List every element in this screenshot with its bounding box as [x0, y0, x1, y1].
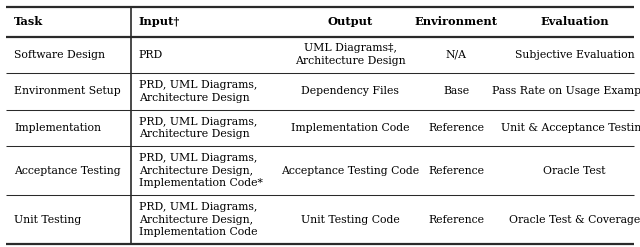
Text: UML Diagrams‡,
Architecture Design: UML Diagrams‡, Architecture Design — [295, 43, 406, 66]
Text: Base: Base — [443, 86, 469, 96]
Text: Environment: Environment — [415, 17, 497, 27]
Text: PRD, UML Diagrams,
Architecture Design: PRD, UML Diagrams, Architecture Design — [139, 117, 257, 139]
Text: Unit Testing: Unit Testing — [14, 215, 81, 225]
Text: Task: Task — [14, 17, 44, 27]
Text: Implementation: Implementation — [14, 123, 101, 133]
Text: Oracle Test: Oracle Test — [543, 166, 605, 176]
Text: PRD, UML Diagrams,
Architecture Design: PRD, UML Diagrams, Architecture Design — [139, 80, 257, 103]
Text: Dependency Files: Dependency Files — [301, 86, 399, 96]
Text: N/A: N/A — [445, 50, 467, 60]
Text: Unit Testing Code: Unit Testing Code — [301, 215, 400, 225]
Text: Implementation Code: Implementation Code — [291, 123, 410, 133]
Text: PRD, UML Diagrams,
Architecture Design,
Implementation Code: PRD, UML Diagrams, Architecture Design, … — [139, 202, 257, 237]
Text: Reference: Reference — [428, 215, 484, 225]
Text: Reference: Reference — [428, 123, 484, 133]
Text: Pass Rate on Usage Examples: Pass Rate on Usage Examples — [492, 86, 640, 96]
Text: Input†: Input† — [139, 17, 180, 27]
Text: Unit & Acceptance Testing: Unit & Acceptance Testing — [501, 123, 640, 133]
Text: Output: Output — [328, 17, 373, 27]
Text: Evaluation: Evaluation — [540, 17, 609, 27]
Text: PRD, UML Diagrams,
Architecture Design,
Implementation Code*: PRD, UML Diagrams, Architecture Design, … — [139, 153, 263, 188]
Text: PRD: PRD — [139, 50, 163, 60]
Text: Software Design: Software Design — [14, 50, 105, 60]
Text: Acceptance Testing Code: Acceptance Testing Code — [282, 166, 419, 176]
Text: Subjective Evaluation: Subjective Evaluation — [515, 50, 634, 60]
Text: Acceptance Testing: Acceptance Testing — [14, 166, 121, 176]
Text: Oracle Test & Coverage: Oracle Test & Coverage — [509, 215, 640, 225]
Text: Reference: Reference — [428, 166, 484, 176]
Text: Environment Setup: Environment Setup — [14, 86, 121, 96]
